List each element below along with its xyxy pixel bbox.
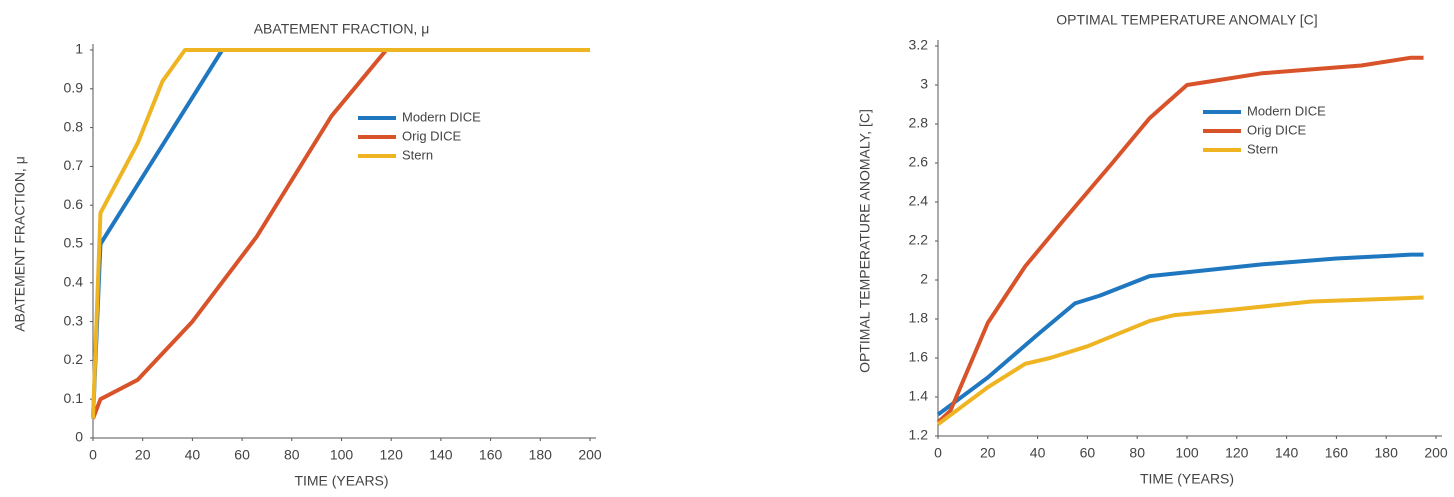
x-tick-label: 80 [284,447,300,463]
x-tick-label: 80 [1129,445,1145,461]
chart-title: OPTIMAL TEMPERATURE ANOMALY [C] [1056,12,1317,28]
legend-label: Orig DICE [402,128,462,143]
legend-label: Stern [1247,141,1278,156]
x-tick-label: 180 [1375,445,1399,461]
y-tick-label: 2.2 [909,232,929,248]
y-tick-label: 2.4 [909,193,929,209]
x-tick-label: 40 [185,447,201,463]
x-tick-label: 180 [529,447,553,463]
y-tick-label: 2.6 [909,154,929,170]
y-tick-label: 0.5 [64,235,84,251]
series-line [936,295,1424,426]
x-tick-label: 60 [1080,445,1096,461]
y-tick-label: 0.1 [64,390,84,406]
x-tick-label: 120 [380,447,404,463]
x-tick-label: 100 [1175,445,1199,461]
x-tick-label: 0 [89,447,97,463]
x-tick-label: 20 [980,445,996,461]
y-tick-label: 0.4 [64,274,84,290]
x-tick-label: 120 [1225,445,1249,461]
x-tick-label: 200 [1424,445,1448,461]
legend-label: Stern [402,147,433,162]
y-tick-label: 1.6 [909,349,929,365]
y-tick-label: 0.7 [64,157,84,173]
series-line [91,48,590,420]
x-tick-label: 60 [234,447,250,463]
y-tick-label: 0.2 [64,351,84,367]
x-axis-label: TIME (YEARS) [294,473,388,489]
x-tick-label: 20 [135,447,151,463]
y-tick-label: 1 [75,41,83,57]
y-tick-label: 3.2 [909,37,929,53]
chart-title: ABATEMENT FRACTION, μ [254,21,430,37]
x-axis-label: TIME (YEARS) [1140,471,1234,487]
y-tick-label: 0.6 [64,196,84,212]
y-axis-label: OPTIMAL TEMPERATURE ANOMALY, [C] [857,109,873,373]
x-tick-label: 140 [1275,445,1299,461]
y-tick-label: 2.8 [909,115,929,131]
y-axis-label: ABATEMENT FRACTION, μ [12,156,28,332]
y-tick-label: 0.3 [64,312,84,328]
x-tick-label: 100 [330,447,354,463]
y-tick-label: 0.8 [64,118,84,134]
series-line [91,48,590,419]
x-tick-label: 200 [578,447,602,463]
legend-label: Modern DICE [1247,103,1326,118]
series-line [936,252,1424,417]
x-tick-label: 0 [934,445,942,461]
x-tick-label: 160 [1325,445,1349,461]
y-tick-label: 0 [75,429,83,445]
x-tick-label: 140 [429,447,453,463]
series-line [936,55,1424,424]
y-tick-label: 1.2 [909,427,929,443]
y-tick-label: 1.8 [909,310,929,326]
y-tick-label: 0.9 [64,80,84,96]
x-tick-label: 160 [479,447,503,463]
y-tick-label: 3 [920,76,928,92]
legend-label: Modern DICE [402,109,481,124]
x-tick-label: 40 [1030,445,1046,461]
y-tick-label: 1.4 [909,388,929,404]
y-tick-label: 2 [920,271,928,287]
legend-label: Orig DICE [1247,122,1307,137]
